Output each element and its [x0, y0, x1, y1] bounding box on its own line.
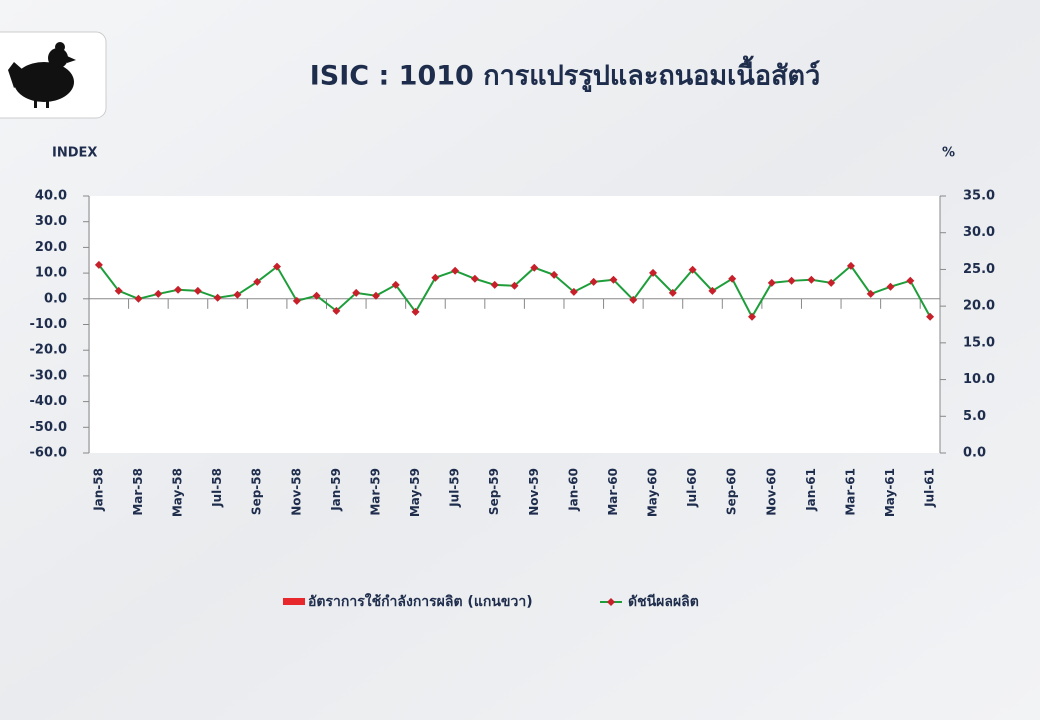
chart-title: ISIC : 1010 การแปรรูปและถนอมเนื้อสัตว์ — [310, 55, 821, 93]
x-tick-label: Jul-60 — [685, 468, 699, 508]
point — [94, 260, 103, 269]
x-tick-label: Sep-58 — [250, 468, 264, 515]
chicken-icon — [8, 42, 76, 108]
y2-tick-label: 15.0 — [963, 335, 995, 350]
y-tick-label: -10.0 — [30, 317, 67, 332]
legend-label: อัตราการใช้กำลังการผลิต (แกนขวา) — [308, 592, 533, 610]
point — [411, 307, 420, 316]
point — [273, 262, 282, 271]
point — [134, 294, 143, 303]
x-tick-label: Jul-59 — [448, 468, 462, 508]
point — [431, 273, 440, 282]
point — [866, 289, 875, 298]
x-tick-label: Jan-60 — [566, 468, 580, 512]
x-tick-label: Jul-58 — [210, 468, 224, 508]
point — [193, 286, 202, 295]
point — [371, 291, 380, 300]
x-tick-label: Mar-60 — [606, 468, 620, 516]
x-tick-label: Mar-59 — [368, 468, 382, 516]
y-tick-label: -20.0 — [30, 343, 67, 358]
point — [827, 278, 836, 287]
point — [352, 288, 361, 297]
point — [114, 286, 123, 295]
point — [569, 287, 578, 296]
point — [530, 263, 539, 272]
point — [332, 306, 341, 315]
point — [708, 286, 717, 295]
point — [668, 288, 677, 297]
point — [451, 266, 460, 275]
y-tick-label: 0.0 — [44, 291, 67, 306]
point — [609, 275, 618, 284]
x-tick-label: Jan-59 — [329, 468, 343, 512]
point — [213, 293, 222, 302]
legend-swatch — [607, 598, 615, 606]
x-tick-label: Mar-58 — [131, 468, 145, 516]
y-tick-label: -30.0 — [30, 368, 67, 383]
point — [767, 278, 776, 287]
point — [728, 274, 737, 283]
point — [253, 277, 262, 286]
x-tick-label: May-61 — [883, 468, 897, 517]
point — [589, 277, 598, 286]
point — [550, 270, 559, 279]
point — [886, 282, 895, 291]
y-tick-label: -40.0 — [30, 394, 67, 409]
x-tick-label: Sep-59 — [487, 468, 501, 515]
point — [490, 280, 499, 289]
point — [688, 265, 697, 274]
x-tick-label: Jan-58 — [91, 468, 105, 512]
point — [292, 296, 301, 305]
x-tick-label: Nov-59 — [527, 468, 541, 516]
point — [629, 295, 638, 304]
y2-tick-label: 30.0 — [963, 225, 995, 240]
x-tick-label: Nov-58 — [289, 468, 303, 516]
y-tick-label: 10.0 — [35, 266, 67, 281]
point — [846, 261, 855, 270]
x-tick-label: Jul-61 — [923, 468, 937, 508]
x-tick-label: May-59 — [408, 468, 422, 517]
y-tick-label: 40.0 — [35, 189, 67, 204]
y-axis-label: INDEX — [52, 146, 97, 161]
x-tick-label: Jan-61 — [804, 468, 818, 512]
point — [391, 280, 400, 289]
point — [510, 281, 519, 290]
y2-tick-label: 20.0 — [963, 299, 995, 314]
y2-tick-label: 25.0 — [963, 262, 995, 277]
point — [154, 289, 163, 298]
x-tick-label: May-58 — [171, 468, 185, 517]
y-tick-label: -50.0 — [30, 420, 67, 435]
point — [649, 268, 658, 277]
y-tick-label: 20.0 — [35, 240, 67, 255]
point — [312, 291, 321, 300]
y2-tick-label: 35.0 — [963, 189, 995, 204]
legend-label: ดัชนีผลผลิต — [628, 594, 699, 610]
y-tick-label: 30.0 — [35, 214, 67, 229]
plot-area — [90, 196, 940, 453]
point — [926, 312, 935, 321]
legend-swatch — [283, 598, 305, 605]
x-tick-label: Mar-61 — [843, 468, 857, 516]
y2-tick-label: 0.0 — [963, 446, 986, 461]
point — [747, 312, 756, 321]
x-tick-label: Nov-60 — [764, 468, 778, 516]
x-tick-label: Sep-60 — [725, 468, 739, 515]
point — [787, 276, 796, 285]
y2-tick-label: 5.0 — [963, 409, 986, 424]
point — [906, 276, 915, 285]
y-tick-label: -60.0 — [30, 446, 67, 461]
x-tick-label: May-60 — [646, 468, 660, 517]
point — [470, 274, 479, 283]
y2-tick-label: 10.0 — [963, 372, 995, 387]
point — [233, 290, 242, 299]
point — [174, 285, 183, 294]
y2-axis-label: % — [942, 146, 955, 161]
point — [807, 275, 816, 284]
